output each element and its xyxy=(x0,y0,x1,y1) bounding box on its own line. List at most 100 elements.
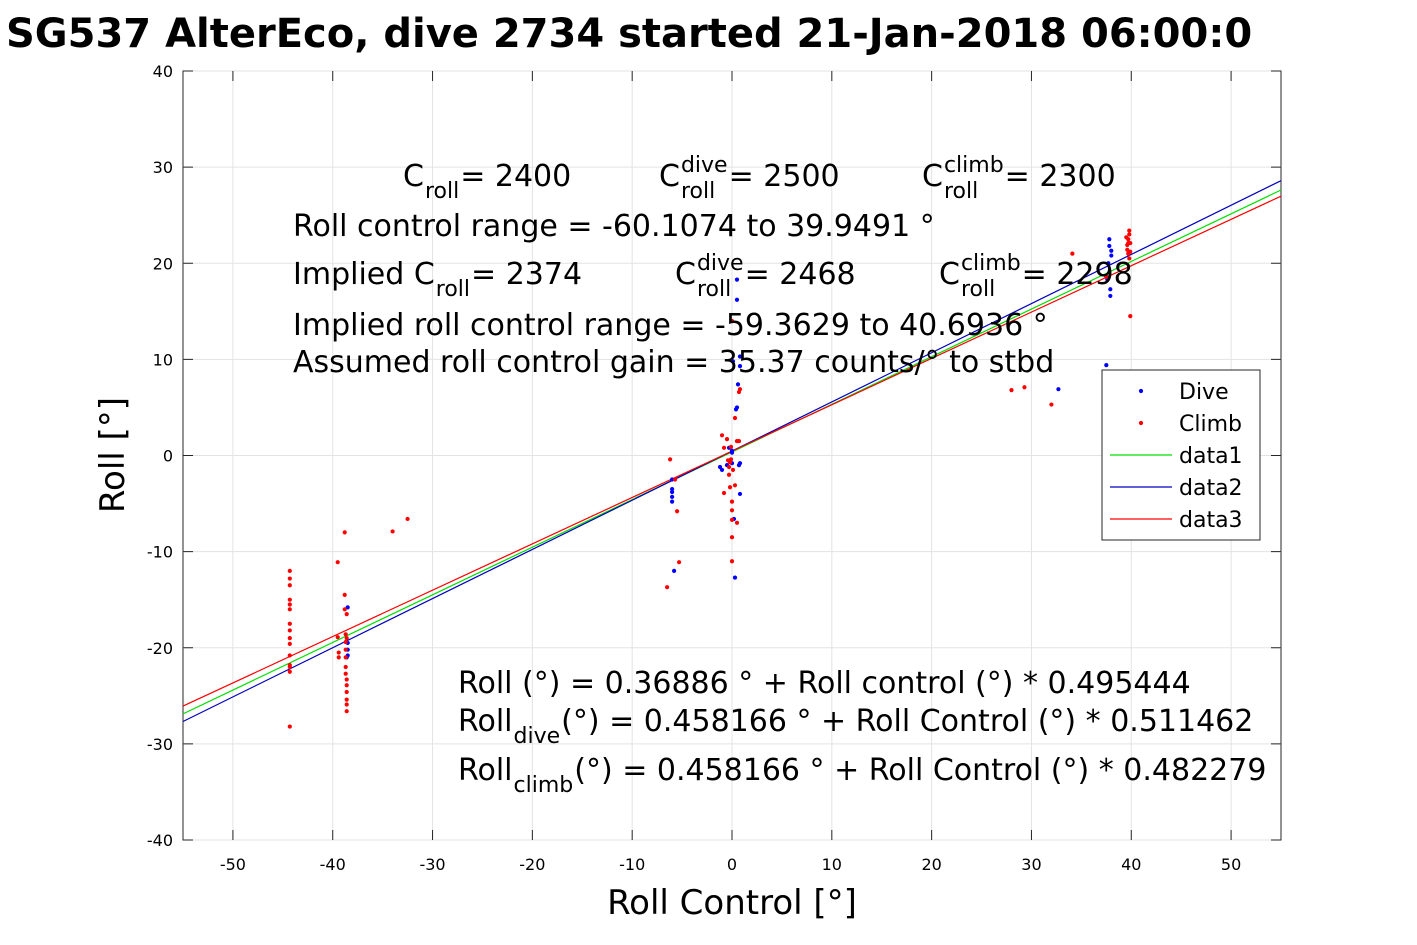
point-climb xyxy=(344,689,349,695)
point-dive xyxy=(670,487,675,492)
point-climb xyxy=(729,517,735,523)
point-climb xyxy=(344,612,349,617)
point-dive xyxy=(1056,387,1061,392)
point-dive xyxy=(730,359,736,364)
point-dive xyxy=(737,354,743,359)
point-climb xyxy=(344,697,349,702)
point-climb xyxy=(736,438,742,444)
legend-label-data3: data3 xyxy=(1179,508,1243,533)
point-climb xyxy=(336,655,341,660)
point-climb xyxy=(724,437,730,442)
point-climb xyxy=(287,621,292,626)
annotation-fit-all: Roll (°) = 0.36886 ° + Roll control (°) … xyxy=(458,666,1191,701)
point-dive xyxy=(670,477,675,482)
point-climb xyxy=(344,683,349,688)
x-tick-label: 40 xyxy=(1121,855,1141,874)
annotation-subscript: climb xyxy=(514,773,574,798)
y-tick-label: -20 xyxy=(147,639,173,658)
annotation-main: C xyxy=(922,159,943,194)
annotation-subscript: roll xyxy=(944,179,978,204)
point-climb xyxy=(287,576,292,581)
point-climb xyxy=(726,464,732,470)
point-climb xyxy=(287,653,292,658)
annotation-rest: = 2468 xyxy=(745,257,856,292)
x-tick-label: -20 xyxy=(519,855,545,874)
point-dive xyxy=(719,467,725,473)
annotation-main: C xyxy=(403,159,424,194)
x-tick-label: 20 xyxy=(921,855,941,874)
point-climb xyxy=(1128,314,1133,319)
point-climb xyxy=(1127,232,1132,237)
point-climb xyxy=(1126,237,1131,242)
legend: Dive Climb data1 data2 data3 xyxy=(1101,369,1261,541)
point-climb xyxy=(343,632,348,637)
annotation-main: Roll xyxy=(458,704,513,739)
point-climb xyxy=(668,457,673,462)
annotation-rest: = 2374 xyxy=(471,257,582,292)
annotation-gain: Assumed roll control gain = 35.37 counts… xyxy=(293,345,1054,380)
point-dive xyxy=(735,382,741,387)
annotation-superscript: dive xyxy=(681,153,728,178)
data-points xyxy=(287,228,1133,729)
point-climb xyxy=(729,499,735,504)
point-climb xyxy=(729,318,735,324)
x-tick-label: 10 xyxy=(822,855,842,874)
point-climb xyxy=(1128,249,1133,254)
point-climb xyxy=(1049,402,1054,407)
point-climb xyxy=(343,664,348,670)
annotation-main: C xyxy=(659,159,680,194)
annotation-rest: (°) = 0.458166 ° + Roll Control (°) * 0.… xyxy=(574,753,1266,788)
annotation-subscript: roll xyxy=(425,179,459,204)
point-dive xyxy=(1108,293,1113,299)
y-axis-ticks: -40 -30 -20 -10 0 10 20 30 40 xyxy=(147,62,1281,850)
point-climb xyxy=(1125,247,1130,252)
x-tick-label: -10 xyxy=(619,855,645,874)
x-tick-label: 0 xyxy=(727,855,737,874)
point-climb xyxy=(734,520,740,525)
point-climb xyxy=(342,592,347,597)
point-climb xyxy=(1009,388,1014,393)
chart-title: SG537 AlterEco, dive 2734 started 21-Jan… xyxy=(6,11,1252,57)
point-climb xyxy=(727,485,733,490)
point-dive xyxy=(1109,248,1114,253)
y-tick-label: 30 xyxy=(153,158,173,177)
annotation-fit-climb: Roll climb (°) = 0.458166 ° + Roll Contro… xyxy=(458,753,1266,798)
y-tick-label: -10 xyxy=(147,543,173,562)
point-climb xyxy=(1128,240,1133,246)
annotation-rest: = 2500 xyxy=(729,159,840,194)
point-climb xyxy=(1104,274,1109,279)
point-climb xyxy=(335,560,340,565)
point-climb xyxy=(344,677,349,682)
point-climb xyxy=(287,602,292,607)
point-climb xyxy=(1127,228,1132,233)
annotation-subscript: roll xyxy=(436,277,470,302)
point-climb xyxy=(343,647,348,652)
annotation-rest: = 2400 xyxy=(460,159,571,194)
point-climb xyxy=(1127,256,1132,261)
x-axis-ticks: -50 -40 -30 -20 -10 0 10 20 30 40 50 xyxy=(220,71,1241,874)
x-tick-label: -50 xyxy=(220,855,246,874)
legend-marker-climb xyxy=(1138,420,1144,426)
annotation-superscript: dive xyxy=(697,251,744,276)
point-climb xyxy=(726,472,732,477)
point-dive xyxy=(737,461,743,466)
point-dive xyxy=(345,605,350,610)
legend-label-dive: Dive xyxy=(1179,380,1229,405)
point-dive xyxy=(737,491,743,497)
annotation-rest: (°) = 0.458166 ° + Roll Control (°) * 0.… xyxy=(561,704,1253,739)
point-climb xyxy=(335,635,340,640)
point-climb xyxy=(390,529,395,534)
annotations-bottom: Roll (°) = 0.36886 ° + Roll control (°) … xyxy=(458,666,1266,798)
legend-marker-dive xyxy=(1138,388,1144,394)
point-climb xyxy=(729,508,735,513)
point-climb xyxy=(287,607,292,612)
point-dive xyxy=(1109,253,1114,258)
y-tick-label: 40 xyxy=(153,62,173,81)
x-tick-label: -40 xyxy=(320,855,346,874)
